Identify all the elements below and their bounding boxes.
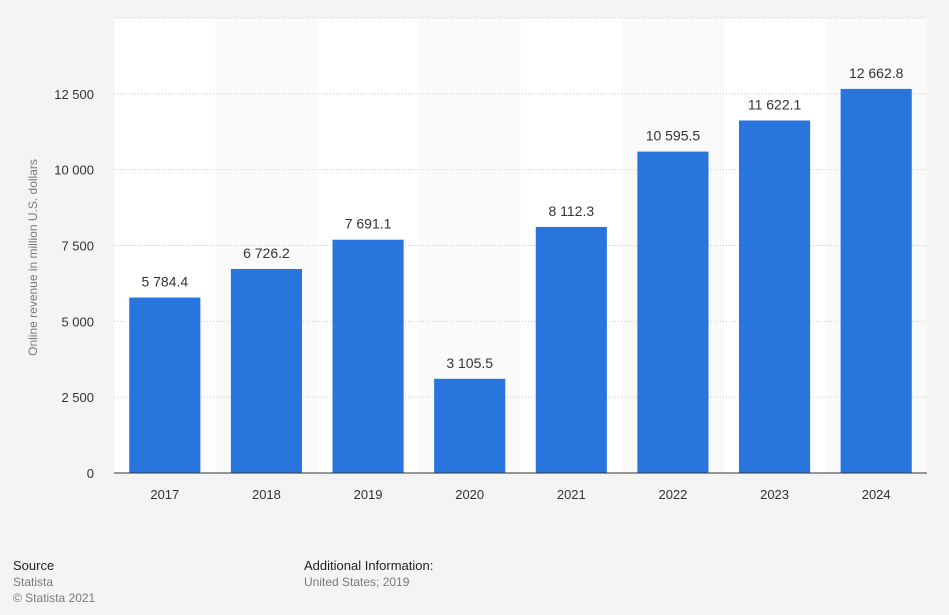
- source-heading: Source: [13, 558, 55, 573]
- x-tick-label: 2019: [354, 487, 383, 502]
- y-tick-label: 0: [87, 466, 94, 481]
- y-axis-title: Online revenue in million U.S. dollars: [26, 159, 40, 356]
- additional-info-text: United States; 2019: [304, 575, 410, 589]
- bar-2020[interactable]: [434, 378, 506, 473]
- bar-2023[interactable]: [738, 120, 811, 474]
- x-tick-label: 2022: [658, 487, 687, 502]
- data-labels: 5 784.4 6 726.2 7 691.1 3 105.5 8 112.3 10 59…: [141, 65, 903, 371]
- x-tick-label: 2021: [557, 487, 586, 502]
- x-axis-ticks: 2017 2018 2019 2020 2021 2022 2023 2024: [150, 487, 890, 502]
- bar-2019[interactable]: [332, 239, 404, 473]
- x-tick-label: 2017: [150, 487, 179, 502]
- x-tick-label: 2024: [862, 487, 891, 502]
- y-tick-label: 7 500: [61, 239, 94, 254]
- y-tick-label: 12 500: [54, 87, 94, 102]
- additional-info-block: Additional Information: United States; 2…: [304, 558, 433, 590]
- y-tick-label: 5 000: [61, 314, 94, 329]
- bar-2022[interactable]: [637, 151, 709, 474]
- data-label-2018: 6 726.2: [243, 245, 290, 261]
- source-block: Source Statista © Statista 2021: [13, 558, 95, 606]
- data-label-2022: 10 595.5: [646, 128, 701, 144]
- data-label-2023: 11 622.1: [748, 96, 802, 112]
- y-axis-ticks: 0 2 500 5 000 7 500 10 000 12 500: [54, 87, 94, 481]
- copyright-text: © Statista 2021: [13, 591, 96, 605]
- bar-2021[interactable]: [535, 226, 607, 473]
- data-label-2017: 5 784.4: [141, 274, 188, 290]
- revenue-bar-chart: 5 784.4 6 726.2 7 691.1 3 105.5 8 112.3 10 59…: [26, 17, 927, 502]
- bar-2017[interactable]: [129, 297, 201, 473]
- bar-2018[interactable]: [230, 268, 303, 473]
- x-tick-label: 2018: [252, 487, 281, 502]
- y-tick-label: 2 500: [61, 390, 94, 405]
- source-name[interactable]: Statista: [13, 575, 54, 589]
- x-tick-label: 2020: [455, 487, 484, 502]
- data-label-2019: 7 691.1: [345, 216, 392, 232]
- data-label-2020: 3 105.5: [446, 355, 493, 371]
- additional-info-heading: Additional Information:: [304, 558, 434, 573]
- bar-2024[interactable]: [840, 88, 912, 473]
- y-tick-label: 10 000: [54, 163, 94, 178]
- data-label-2024: 12 662.8: [849, 65, 904, 81]
- x-tick-label: 2023: [760, 487, 789, 502]
- bars: [129, 88, 912, 474]
- data-label-2021: 8 112.3: [548, 203, 594, 219]
